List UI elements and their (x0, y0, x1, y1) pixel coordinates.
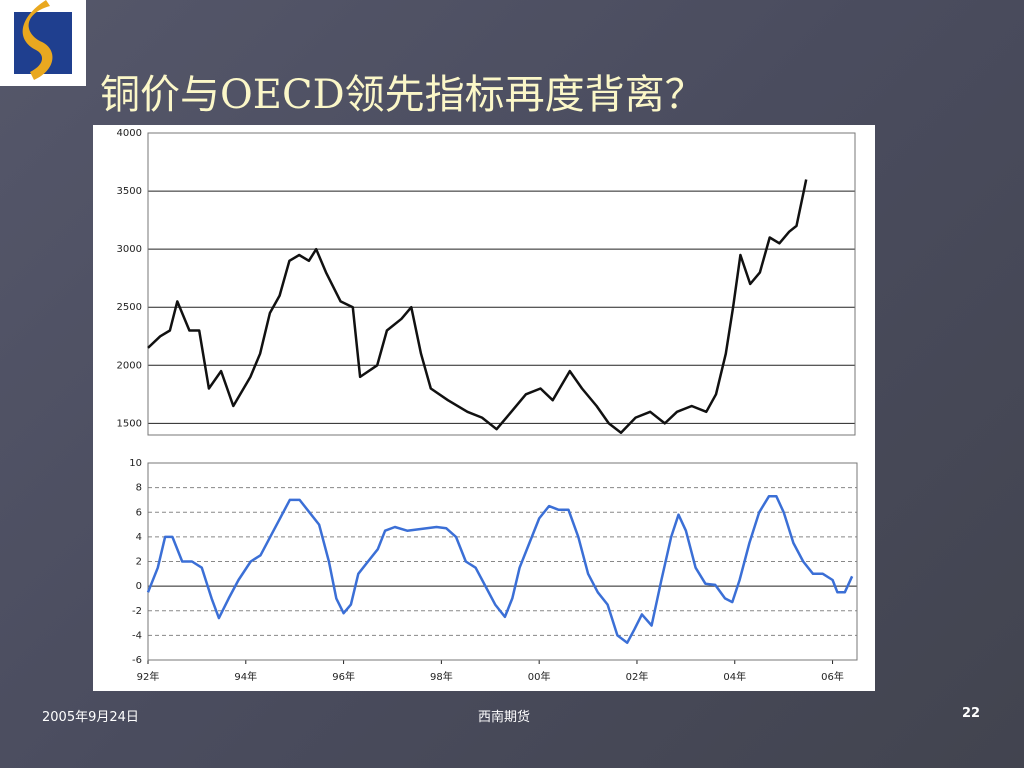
x-tick-label: 04年 (723, 670, 746, 683)
y-tick-label: 3000 (117, 244, 142, 255)
footer-source: 西南期货 (478, 710, 531, 725)
y-tick-label: 2000 (117, 360, 142, 371)
y-tick-label: 6 (136, 507, 142, 518)
x-tick-label: 98年 (430, 670, 453, 683)
data-line (147, 179, 808, 434)
y-tick-label: 4000 (117, 128, 142, 139)
logo-icon (14, 0, 72, 80)
footer-date: 2005年9月24日 (42, 710, 139, 725)
data-line (146, 494, 854, 645)
x-tick-label: 06年 (821, 670, 844, 683)
y-tick-label: 3500 (117, 186, 142, 197)
y-tick-label: 8 (136, 483, 142, 494)
y-tick-label: 10 (129, 458, 142, 469)
y-tick-label: 4 (136, 532, 142, 543)
plot-frame (147, 132, 856, 436)
x-tick-label: 94年 (234, 670, 257, 683)
y-tick-label: -2 (132, 606, 142, 617)
slide-title: 铜价与OECD领先指标再度背离？ (100, 72, 705, 118)
plot-frame (147, 462, 858, 661)
chart-panel (93, 125, 875, 691)
x-tick-label: 92年 (137, 670, 160, 683)
logo (0, 0, 86, 86)
y-tick-label: 2500 (117, 302, 142, 313)
y-tick-label: 0 (136, 581, 142, 592)
footer-page: 22 (962, 706, 981, 721)
x-tick-label: 02年 (626, 670, 649, 683)
x-tick-label: 00年 (528, 670, 551, 683)
y-tick-label: 2 (136, 557, 142, 568)
y-tick-label: -6 (132, 655, 142, 666)
x-tick-label: 96年 (332, 670, 355, 683)
y-tick-label: -4 (132, 630, 142, 641)
y-tick-label: 1500 (117, 418, 142, 429)
